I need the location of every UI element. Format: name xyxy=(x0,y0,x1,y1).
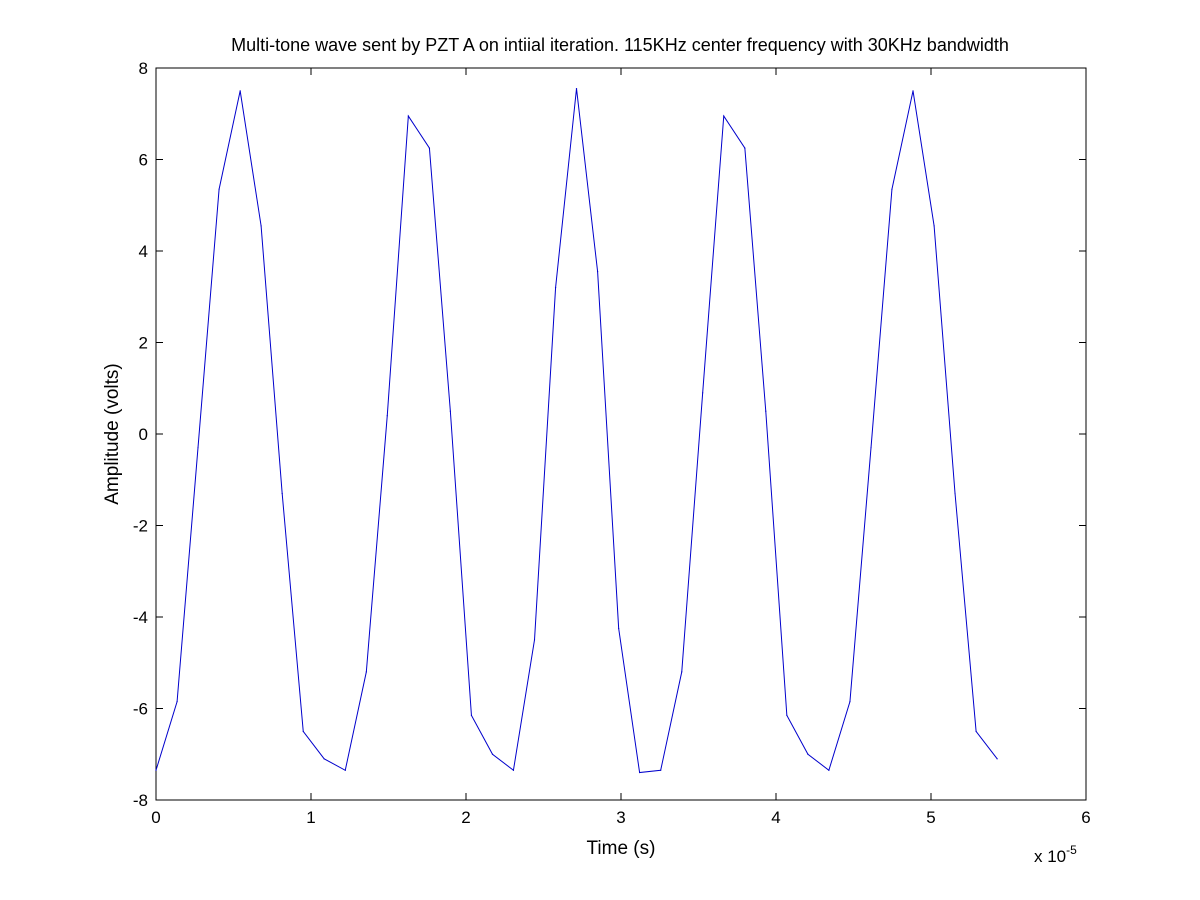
data-point xyxy=(155,769,157,771)
data-point xyxy=(197,447,199,449)
x-axis-label: Time (s) xyxy=(587,838,656,859)
data-point xyxy=(870,447,872,449)
y-tick-label: 0 xyxy=(139,425,148,444)
data-point xyxy=(302,730,304,732)
data-point xyxy=(554,287,557,289)
data-point xyxy=(365,671,367,673)
data-point xyxy=(596,270,599,273)
x-axis: 0 1 2 3 4 5 6 xyxy=(151,68,1091,827)
data-point xyxy=(639,771,641,774)
data-point xyxy=(449,410,451,412)
data-point xyxy=(744,147,746,149)
y-tick-label: -4 xyxy=(133,608,148,627)
x-axis-multiplier-exponent: -5 xyxy=(1066,843,1077,857)
data-point xyxy=(323,758,325,760)
data-point xyxy=(491,753,494,755)
data-point xyxy=(428,147,431,149)
x-tick-label: 6 xyxy=(1081,808,1090,827)
data-point xyxy=(239,90,241,92)
data-point xyxy=(723,115,725,117)
data-point xyxy=(933,225,935,227)
data-point xyxy=(176,701,178,703)
y-tick-label: -2 xyxy=(133,517,148,536)
data-point xyxy=(575,87,578,90)
chart-title: Multi-tone wave sent by PZT A on intiial… xyxy=(231,35,1009,55)
data-point xyxy=(975,730,977,732)
data-point xyxy=(912,90,914,92)
data-point xyxy=(218,188,220,190)
data-point xyxy=(954,492,956,495)
y-axis: -8 -6 -4 -2 0 2 4 6 8 xyxy=(133,59,1086,810)
data-point xyxy=(765,410,767,412)
x-tick-label: 3 xyxy=(616,808,625,827)
data-point xyxy=(344,769,346,771)
data-point xyxy=(849,701,851,703)
data-point xyxy=(996,758,998,760)
x-axis-multiplier-base: x 10 xyxy=(1034,847,1066,866)
x-tick-label: 1 xyxy=(306,808,315,827)
data-point xyxy=(828,769,830,771)
y-tick-label: 8 xyxy=(139,59,148,78)
data-point xyxy=(470,714,473,716)
plot-area xyxy=(155,67,1087,801)
data-point xyxy=(702,392,704,394)
x-tick-label: 5 xyxy=(926,808,935,827)
data-point xyxy=(660,769,662,771)
data-point xyxy=(681,671,683,673)
data-point xyxy=(512,769,515,771)
y-axis-label: Amplitude (volts) xyxy=(102,363,123,505)
data-point xyxy=(533,639,536,641)
data-point xyxy=(386,415,388,417)
data-point xyxy=(260,225,262,227)
data-point xyxy=(407,115,409,117)
y-tick-label: 6 xyxy=(139,151,148,170)
data-point xyxy=(786,714,788,716)
x-axis-multiplier: x 10-5 xyxy=(1034,843,1077,866)
y-tick-label: 4 xyxy=(139,242,148,261)
x-tick-label: 4 xyxy=(771,808,780,827)
y-tick-label: -6 xyxy=(133,700,148,719)
y-tick-label: -8 xyxy=(133,791,148,810)
x-tick-label: 2 xyxy=(461,808,470,827)
x-tick-label: 0 xyxy=(151,808,160,827)
data-point xyxy=(807,753,809,755)
y-tick-label: 2 xyxy=(139,334,148,353)
data-point xyxy=(618,627,620,630)
data-point xyxy=(281,492,283,495)
series-layer xyxy=(155,87,998,774)
data-point xyxy=(891,188,893,190)
